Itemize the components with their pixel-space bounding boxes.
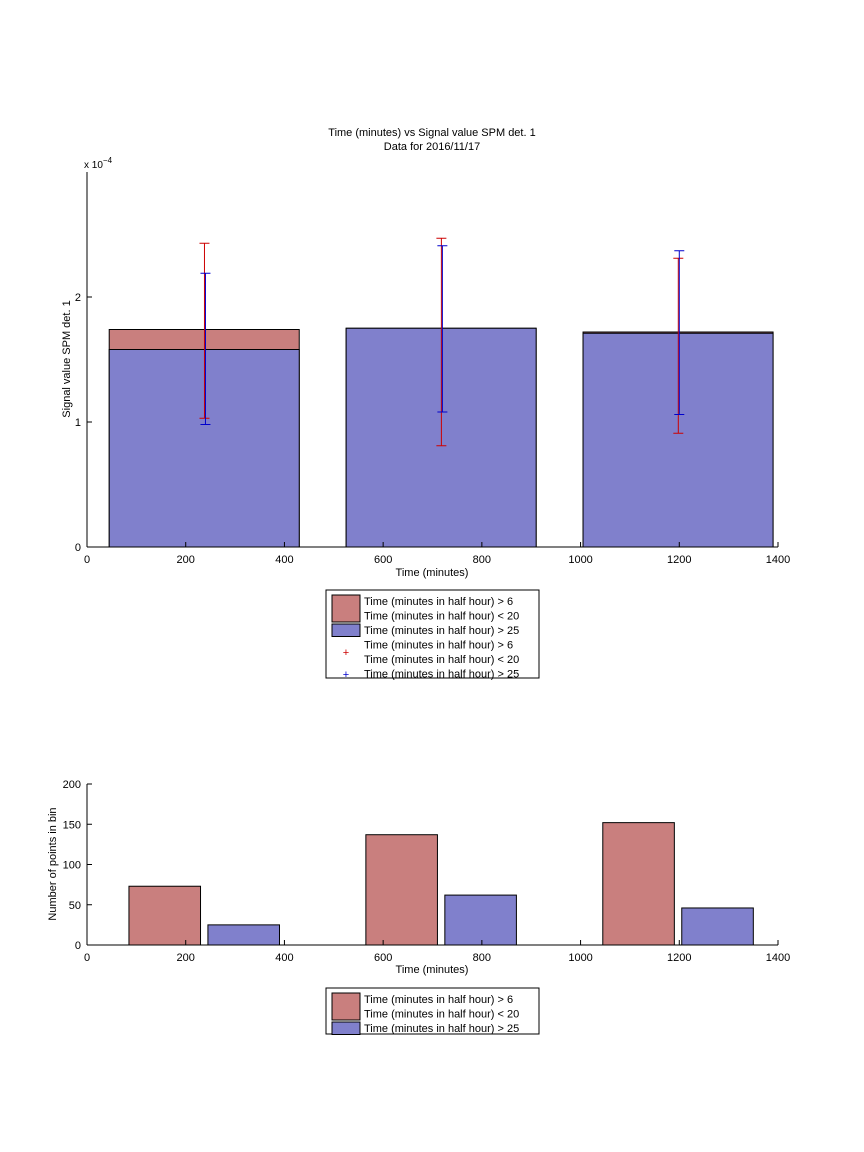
y-axis-label: Number of points in bin [47,807,59,920]
axes: 0 200 400 600 800 1000 1200 1400 0 50 100 150 200 [63,779,791,964]
bar-red [602,822,675,946]
x-tick-label: 400 [275,952,293,964]
x-tick-label: 400 [275,554,293,566]
legend-label: Time (minutes in half hour) < 20 [364,1009,519,1021]
legend-label: Time (minutes in half hour) > 6 [364,640,513,652]
legend-label: Time (minutes in half hour) > 25 [364,1023,519,1035]
bar-blue [681,907,754,946]
x-axis-label: Time (minutes) [396,567,469,579]
x-axis-label: Time (minutes) [396,964,469,976]
chart-title: Time (minutes) vs Signal value SPM det. … [328,127,535,139]
x-tick-label: 1000 [568,952,592,964]
y-exponent-power: −4 [103,156,113,165]
legend-marker: + [343,669,349,681]
y-axis-label: Signal value SPM det. 1 [61,300,73,417]
bars [128,822,754,946]
y-exponent: x 10−4 [84,156,113,171]
legend-label: Time (minutes in half hour) < 20 [364,654,519,666]
count-chart: Time (minutes) Number of points in bin 0… [47,779,790,1035]
legend-frame [325,589,540,679]
legend-swatch [331,623,361,637]
legend-label: Time (minutes in half hour) > 6 [364,596,513,608]
legend-swatch [331,992,361,1021]
x-tick-label: 800 [473,952,491,964]
y-tick-label: 1 [75,417,81,429]
legend: Time (minutes in half hour) > 6 Time (min… [325,589,540,681]
x-tick-label: 1400 [766,952,790,964]
legend-label: Time (minutes in half hour) > 25 [364,669,519,681]
legend-frame [325,987,540,1035]
x-tick-label: 600 [374,554,392,566]
y-tick-label: 150 [63,819,81,831]
bar-blue [207,924,280,946]
x-tick-label: 200 [177,554,195,566]
chart-subtitle: Data for 2016/11/17 [384,141,480,153]
legend-swatch [331,1021,361,1035]
y-tick-label: 200 [63,779,81,791]
y-tick-label: 0 [75,542,81,554]
signal-chart: Time (minutes) vs Signal value SPM det. … [61,127,790,681]
x-tick-label: 0 [84,952,90,964]
legend-label: Time (minutes in half hour) > 25 [364,625,519,637]
y-exponent-base: x 10 [84,160,103,171]
x-tick-label: 1400 [766,554,790,566]
bar-blue [444,894,517,946]
legend: Time (minutes in half hour) > 6 Time (min… [325,987,540,1035]
y-tick-label: 2 [75,292,81,304]
axes: 0 200 400 600 800 1000 1200 1400 0 1 2 [75,172,790,566]
error-bars [199,237,685,447]
x-tick-label: 600 [374,952,392,964]
y-tick-label: 100 [63,860,81,872]
x-tick-label: 1200 [667,554,691,566]
x-tick-label: 1200 [667,952,691,964]
legend-label: Time (minutes in half hour) > 6 [364,994,513,1006]
y-tick-label: 50 [69,900,81,912]
x-tick-label: 200 [177,952,195,964]
x-tick-label: 1000 [568,554,592,566]
legend-swatch [331,594,361,623]
x-tick-label: 800 [473,554,491,566]
y-tick-label: 0 [75,940,81,952]
bar-red [365,834,438,946]
legend-label: Time (minutes in half hour) < 20 [364,611,519,623]
x-tick-label: 0 [84,554,90,566]
legend-marker: + [343,647,349,659]
bar-red [128,885,202,946]
